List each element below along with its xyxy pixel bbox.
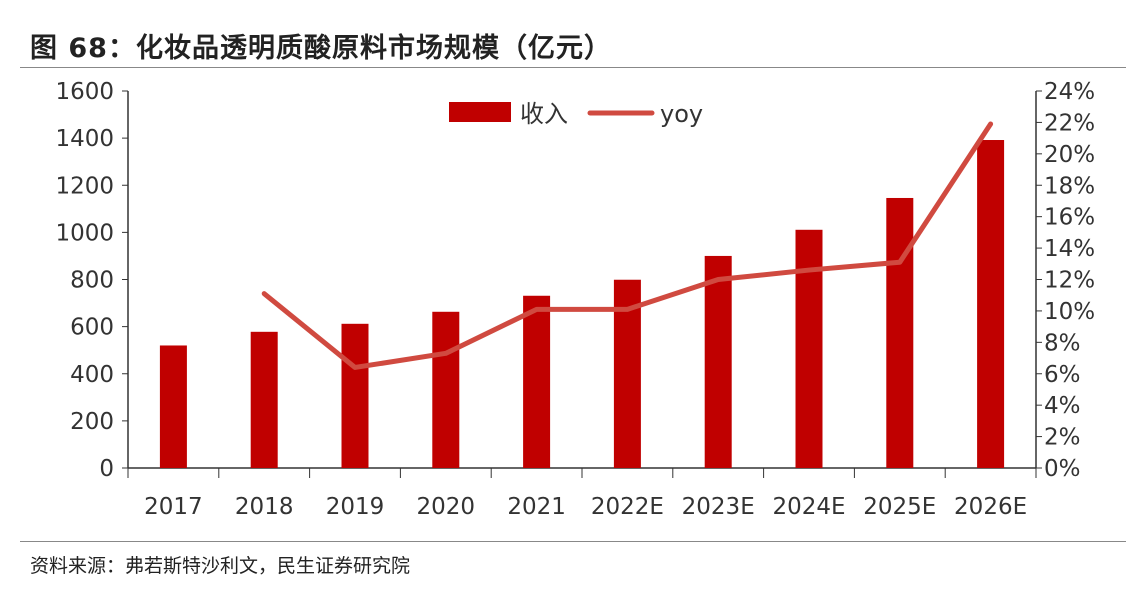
bar-2017 [159, 345, 187, 468]
right-tick-label: 24% [1044, 79, 1095, 105]
chart: 0 200 400 600 800 1000 1200 1400 1600 0% 2% 4% 6% 8% 1… [55, 79, 1095, 520]
right-tick-label: 0% [1044, 456, 1081, 482]
bar-2021 [523, 295, 551, 468]
source-note: 资料来源：弗若斯特沙利文，民生证券研究院 [30, 555, 411, 577]
right-tick-label: 6% [1044, 362, 1081, 388]
left-tick-label: 600 [70, 315, 114, 341]
bar-2025E [886, 197, 914, 468]
legend-bar-swatch [449, 102, 511, 122]
bar-2020 [432, 311, 460, 468]
bar-2018 [250, 331, 278, 468]
x-tick-label: 2026E [954, 494, 1027, 520]
bar-2023E [704, 255, 732, 468]
right-tick-label: 12% [1044, 268, 1095, 294]
right-tick-label: 4% [1044, 393, 1081, 419]
x-tick-label: 2018 [235, 494, 294, 520]
x-tick-label: 2024E [772, 494, 845, 520]
right-tick-label: 2% [1044, 425, 1081, 451]
left-tick-label: 400 [70, 362, 114, 388]
x-tick-label: 2021 [507, 494, 566, 520]
right-tick-label: 20% [1044, 142, 1095, 168]
left-tick-label: 1000 [55, 220, 114, 246]
left-tick-label: 800 [70, 268, 114, 294]
x-tick-label: 2020 [417, 494, 476, 520]
left-tick-label: 1400 [55, 126, 114, 152]
x-tick-label: 2019 [326, 494, 385, 520]
title-divider [20, 67, 1126, 68]
left-tick-label: 200 [70, 409, 114, 435]
legend-bar-label: 收入 [520, 100, 568, 128]
right-tick-label: 8% [1044, 330, 1081, 356]
x-tick-label: 2023E [682, 494, 755, 520]
right-tick-label: 10% [1044, 299, 1095, 325]
right-tick-label: 16% [1044, 205, 1095, 231]
legend-line-label: yoy [660, 100, 703, 128]
x-tick-label: 2022E [591, 494, 664, 520]
bar-2024E [795, 229, 823, 468]
x-tick-label: 2017 [144, 494, 203, 520]
bar-2019 [341, 323, 369, 468]
x-tick-label: 2025E [863, 494, 936, 520]
source-divider [20, 541, 1126, 542]
left-tick-label: 1200 [55, 173, 114, 199]
right-tick-label: 18% [1044, 173, 1095, 199]
right-tick-label: 22% [1044, 110, 1095, 136]
right-tick-label: 14% [1044, 236, 1095, 262]
left-tick-label: 0 [99, 456, 114, 482]
chart-title: 图 68：化妆品透明质酸原料市场规模（亿元） [30, 33, 612, 64]
left-tick-label: 1600 [55, 79, 114, 105]
bar-2026E [977, 140, 1005, 468]
